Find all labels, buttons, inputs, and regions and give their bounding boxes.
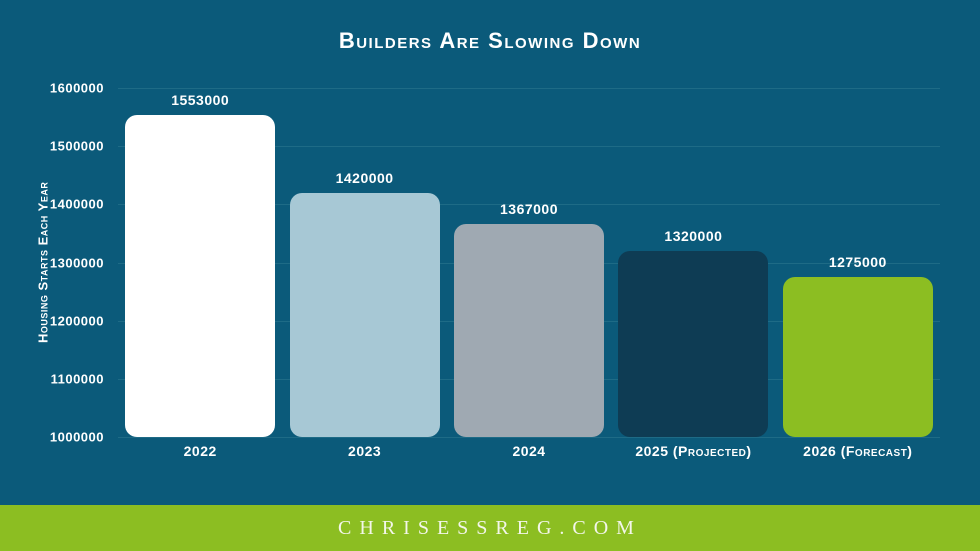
category-row: 2022 2023 2024 2025 (Projected) 2026 (Foreca…: [118, 443, 940, 459]
bar-value-label: 1320000: [664, 227, 723, 244]
y-tick-label: 1100000: [50, 371, 104, 387]
gridline: [118, 146, 940, 148]
footer-url-text: CHRISESSREG.COM: [338, 516, 642, 539]
bars-row: 1553000 1420000 1367000 1320000 1275000: [118, 88, 940, 437]
gridline: [118, 437, 940, 438]
bar-value-label: 1553000: [171, 92, 230, 109]
x-category-label: 2026 (Forecast): [803, 443, 913, 459]
plot-area: 1553000 1420000 1367000 1320000 1275000: [118, 88, 940, 438]
y-tick-label: 1400000: [49, 196, 104, 212]
y-tick-label: 1300000: [49, 255, 104, 270]
y-tick-label: 1000000: [49, 429, 104, 445]
bar-value-label: 1420000: [335, 169, 394, 186]
x-category-label: 2023: [348, 443, 382, 459]
bar-group: 1553000: [118, 92, 282, 437]
y-tick-label: 1600000: [49, 80, 104, 96]
bar: [454, 223, 605, 437]
bar-group: 1320000: [611, 228, 775, 437]
bar-group: 1420000: [282, 170, 446, 437]
x-category-label: 2024: [512, 443, 546, 459]
bar: [125, 115, 276, 437]
chart-title: Builders Are Slowing Down: [338, 28, 642, 53]
bar-value-label: 1275000: [828, 254, 887, 271]
bar: [289, 192, 440, 437]
y-axis: 1000000 1100000 1200000 1300000 1400000 15000…: [0, 81, 112, 445]
x-category-label: 2025 (Projected): [635, 443, 752, 459]
y-tick-label: 1200000: [49, 313, 104, 329]
footer-band: CHRISESSREG.COM: [0, 505, 980, 551]
bar: [618, 250, 769, 437]
x-category-label: 2022: [183, 443, 217, 459]
y-tick-label: 1500000: [49, 138, 104, 154]
gridline: [118, 204, 940, 206]
bar-value-label: 1367000: [500, 200, 559, 217]
bar: [782, 277, 933, 437]
bar-group: 1275000: [776, 254, 940, 437]
gridline: [118, 88, 940, 89]
bar-group: 1367000: [447, 201, 611, 437]
